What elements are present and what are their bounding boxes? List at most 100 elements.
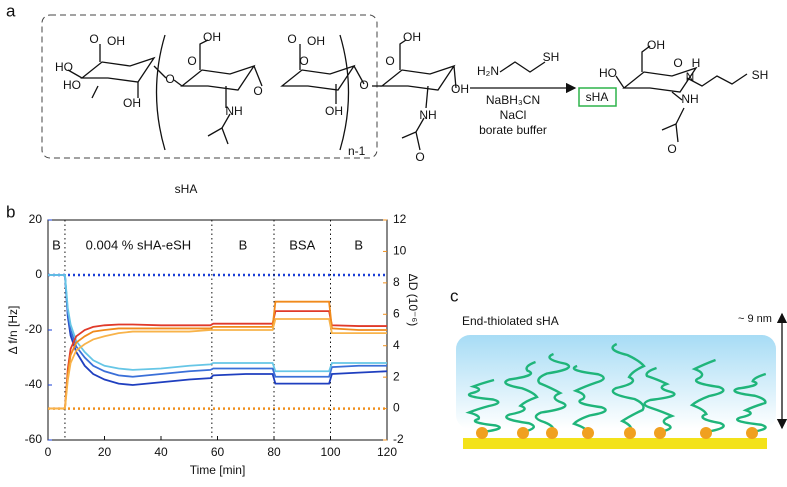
- y2-tick-label: 6: [393, 306, 400, 320]
- bond: [353, 65, 365, 85]
- bond: [173, 79, 183, 87]
- amine-bonds: [499, 61, 546, 73]
- thiol-anchor: [624, 427, 636, 439]
- atom-label: O: [287, 32, 296, 46]
- atom-label: OH: [647, 38, 665, 52]
- bond: [661, 107, 685, 143]
- bond: [453, 65, 457, 89]
- thiol-anchor: [654, 427, 666, 439]
- thiol-anchor: [700, 427, 712, 439]
- reagent: borate buffer: [479, 123, 547, 137]
- atom-label: O: [299, 54, 308, 68]
- y2-tick-label: 0: [393, 401, 400, 415]
- atom-label: NH: [419, 108, 436, 122]
- series-line: [48, 274, 387, 373]
- panel-label: b: [6, 202, 15, 221]
- atom-label: O: [673, 56, 682, 70]
- polymer-label: sHA: [175, 182, 198, 196]
- atom-label: HO: [55, 60, 73, 74]
- thiol-anchor: [476, 427, 488, 439]
- sugar-ring: [180, 64, 256, 91]
- bond: [425, 85, 429, 109]
- atom-label: O: [415, 150, 424, 164]
- polymer-chain: [611, 342, 646, 433]
- bond: [399, 39, 407, 70]
- atom-label: H: [692, 56, 701, 70]
- thiol-anchor: [582, 427, 594, 439]
- reagent: H₂N: [477, 64, 499, 78]
- y-tick-label: 0: [35, 267, 42, 281]
- y-tick-label: -60: [25, 432, 43, 446]
- thiol-anchor: [517, 427, 529, 439]
- polymer-chain: [534, 352, 571, 433]
- reagent: NaBH₃CN: [486, 93, 540, 107]
- panel-b: b0 20 40 60 80 100 120-60-40-20020-2024681012T…: [6, 202, 420, 477]
- y2-tick-label: -2: [393, 432, 404, 446]
- polymer-chain: [465, 378, 501, 434]
- polymer-chain: [733, 372, 767, 434]
- atom-label: HO: [599, 66, 617, 80]
- series-line: [48, 310, 387, 410]
- phase-label: B: [239, 237, 248, 252]
- repeat-label: n-1: [348, 144, 366, 158]
- y2-tick-label: 12: [393, 212, 407, 226]
- y2-tick-label: 8: [393, 275, 400, 289]
- bracket: [339, 34, 350, 151]
- sugar-ring: [622, 66, 698, 93]
- atom-label: OH: [403, 30, 421, 44]
- bracket: [155, 34, 166, 151]
- sugar-ring: [380, 64, 456, 91]
- sha-box: [578, 87, 617, 107]
- x-tick-label: 120: [377, 445, 397, 459]
- x-tick-label: 20: [98, 445, 112, 459]
- panel-c: c End-thiolated sHA ~ 9 nm: [450, 286, 787, 449]
- y2-tick-label: 4: [393, 338, 400, 352]
- atom-label: OH: [307, 34, 325, 48]
- atom-label: NH: [225, 104, 242, 118]
- x-tick-label: 0: [45, 445, 52, 459]
- panel-label: a: [6, 1, 16, 20]
- bond: [153, 65, 167, 79]
- phase-label: B: [52, 237, 61, 252]
- atom-label: OH: [123, 96, 141, 110]
- x-tick-label: 60: [211, 445, 225, 459]
- bond: [615, 75, 625, 89]
- polymer-chain: [571, 364, 607, 433]
- atom-label: O: [187, 54, 196, 68]
- atom-label: OH: [325, 104, 343, 118]
- atom-label: OH: [107, 34, 125, 48]
- sugar-ring: [80, 56, 156, 83]
- sugar-ring: [280, 64, 356, 91]
- atom-label: NH: [681, 92, 698, 106]
- linker-bonds: [686, 73, 748, 87]
- series-line: [48, 318, 387, 410]
- phase-label: 0.004 % sHA-eSH: [86, 237, 192, 252]
- polymer-chain: [643, 366, 676, 434]
- x-tick-label: 100: [320, 445, 340, 459]
- polymer-chain: [689, 358, 725, 434]
- atom-label: O: [667, 142, 676, 156]
- x-tick-label: 80: [267, 445, 281, 459]
- bond: [401, 117, 425, 151]
- y-tick-label: -20: [25, 322, 43, 336]
- y-axis-label: Δ f/n [Hz]: [6, 306, 20, 355]
- sha-label: sHA: [586, 90, 609, 104]
- atom-label: SH: [752, 68, 769, 82]
- y-tick-label: -40: [25, 377, 43, 391]
- film: [456, 335, 776, 429]
- atom-label: OH: [203, 30, 221, 44]
- y2-axis-label: ΔD (10⁻⁶): [406, 274, 420, 327]
- polymer-chain: [504, 360, 539, 434]
- x-axis-label: Time [min]: [190, 463, 246, 477]
- bond: [207, 113, 231, 145]
- phase-label: BSA: [289, 237, 315, 252]
- y-tick-label: 20: [29, 212, 43, 226]
- panel-label: c: [450, 286, 459, 305]
- phase-label: B: [354, 237, 363, 252]
- film-label: End-thiolated sHA: [462, 314, 559, 328]
- thiol-anchor: [546, 427, 558, 439]
- bond: [671, 91, 683, 101]
- thiol-anchor: [746, 427, 758, 439]
- height-label: ~ 9 nm: [738, 313, 772, 325]
